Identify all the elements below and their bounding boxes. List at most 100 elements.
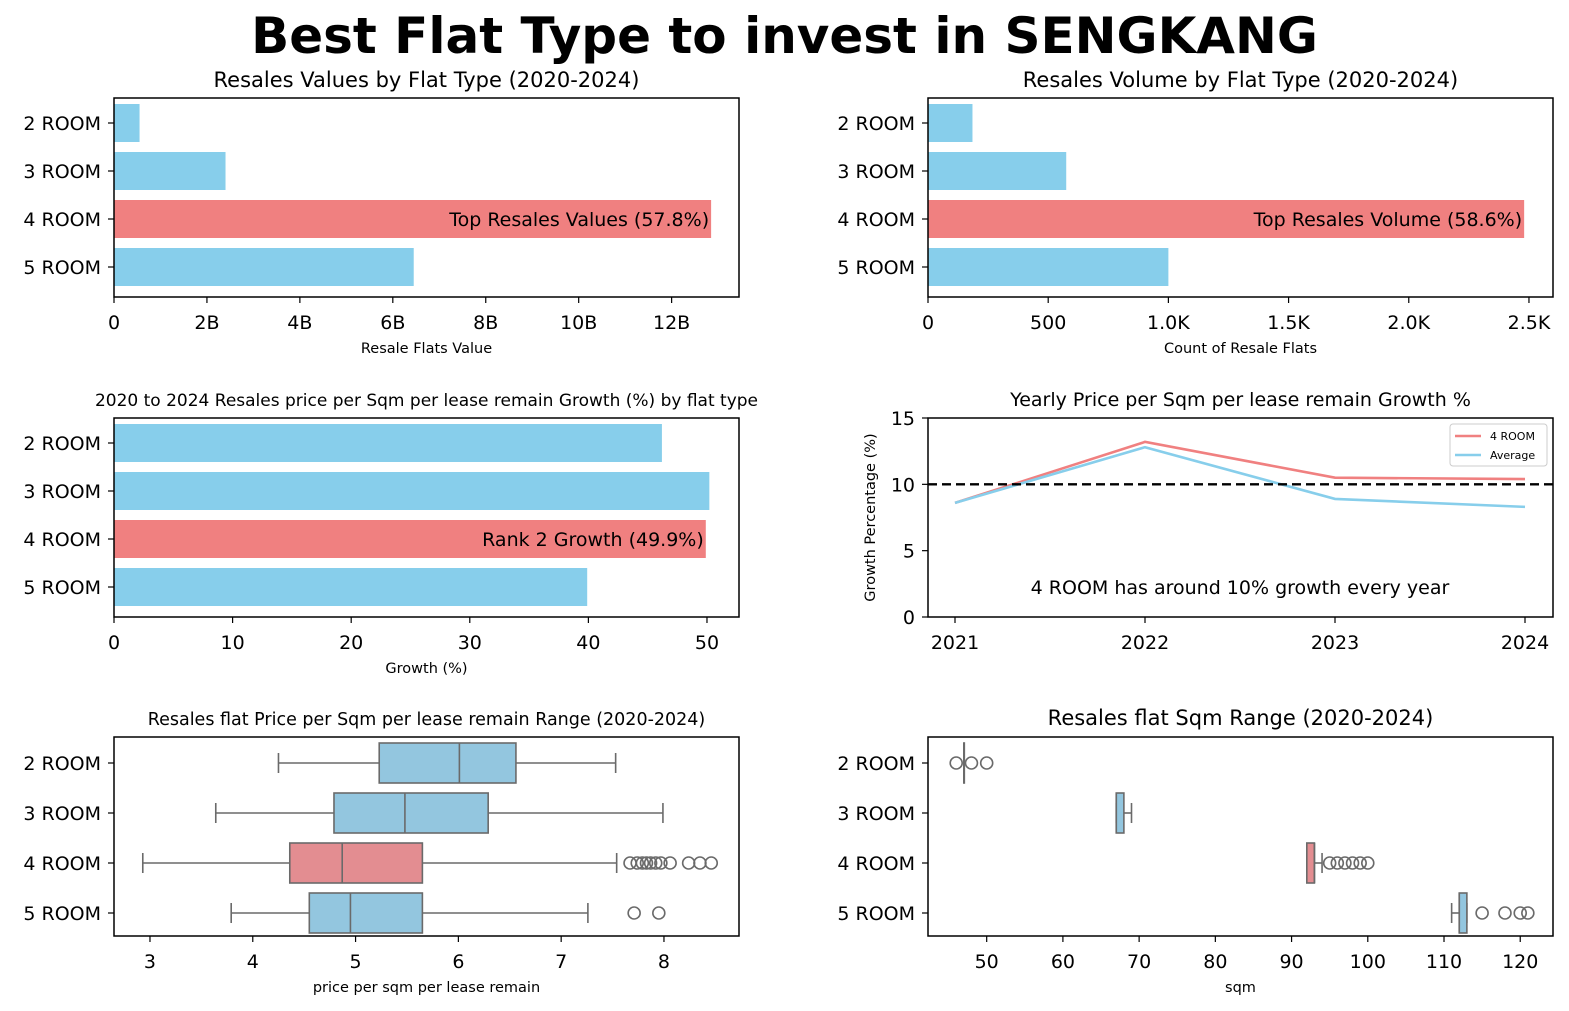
outlier-point [623,856,637,870]
chart-title: Resales Values by Flat Type (2020-2024) [214,68,640,92]
outlier-point [1521,906,1535,920]
x-tick-label: 1.5K [1267,312,1310,334]
bar-annotation: Rank 2 Growth (49.9%) [482,529,704,551]
outlier-point [1322,856,1337,870]
x-tick-label: 20 [339,632,363,654]
outlier-point [654,856,668,870]
x-tick-label: 0 [108,632,120,654]
bar-4-room [928,200,1525,238]
x-tick-label: 50 [975,951,999,973]
x-tick-label: 0 [108,312,120,334]
outlier-point [643,856,658,870]
box-5-room [1450,892,1535,934]
outlier-point [681,856,696,870]
y-tick-label: 4 ROOM [23,529,101,551]
line-annotation: 4 ROOM has around 10% growth every year [1031,577,1450,599]
y-tick-label: 15 [891,408,915,430]
y-tick-label: 4 ROOM [837,209,915,231]
outlier-point [663,856,677,870]
box-4-room [141,842,719,884]
bar-4-room [114,200,712,238]
bar-3-room [114,152,226,190]
chart-panel-4: Yearly Price per Sqm per lease remain Gr… [863,389,1554,654]
outlier-point [1498,906,1512,920]
x-tick-label: 1.0K [1147,312,1190,334]
y-tick-label: 2 ROOM [837,753,915,775]
x-tick-label: 2022 [1121,632,1169,654]
x-tick-label: 2B [194,312,219,334]
outlier-point [1330,856,1345,870]
main-title: Best Flat Type to invest in SENGKANG [251,7,1318,65]
y-tick-label: 5 ROOM [837,903,915,925]
box-3-room [1115,792,1133,834]
series-line-4-room [954,440,1526,505]
y-tick-label: 3 ROOM [23,803,101,825]
x-tick-label: 50 [695,632,719,654]
x-axis-label: Growth (%) [385,661,467,677]
y-tick-label: 3 ROOM [23,161,101,183]
x-tick-label: 8 [658,951,670,973]
box-5-room [230,892,666,934]
y-axis-label: Growth Percentage (%) [863,433,879,601]
legend-label: 4 ROOM [1490,430,1535,443]
y-tick-label: 3 ROOM [23,481,101,503]
bar-3-room [928,152,1067,190]
outlier-point [648,856,663,870]
y-tick-label: 3 ROOM [837,803,915,825]
x-tick-label: 100 [1350,951,1386,973]
y-tick-label: 5 ROOM [23,903,101,925]
outlier-point [627,906,641,920]
x-axis-label: price per sqm per lease remain [313,980,540,996]
x-tick-label: 7 [555,951,567,973]
x-axis-label: sqm [1225,980,1256,996]
plot-frame [113,417,740,618]
bar-annotation: Top Resales Values (57.8%) [448,209,709,231]
bar-5-room [928,248,1169,286]
chart-panel-1: Resales Values by Flat Type (2020-2024) T… [23,68,740,357]
x-tick-label: 2024 [1501,632,1549,654]
chart-panel-2: Resales Volume by Flat Type (2020-2024) T… [837,68,1554,357]
bar-5-room [114,248,414,286]
outlier-point [1353,856,1367,870]
legend: 4 ROOM Average [1449,423,1548,467]
plot-frame [927,417,1554,618]
outlier-point [964,756,979,770]
outlier-point [693,856,707,870]
bar-3-room [114,472,710,510]
iqr-box [1306,842,1316,884]
y-tick-label: 2 ROOM [23,433,101,455]
x-tick-label: 4B [287,312,312,334]
iqr-box [378,742,517,784]
box-2-room [949,742,994,784]
x-tick-label: 60 [1051,951,1075,973]
bar-4-room [114,520,706,558]
bar-2-room [114,104,140,142]
box-4-room [1306,842,1375,884]
x-tick-label: 2.5K [1508,312,1551,334]
box-2-room [277,742,617,784]
x-tick-label: 110 [1426,951,1462,973]
y-tick-label: 4 ROOM [837,853,915,875]
x-tick-label: 40 [576,632,600,654]
outlier-point [979,756,994,770]
outlier-point [704,856,719,870]
y-tick-label: 5 [903,541,915,563]
outlier-point [949,756,964,770]
y-tick-label: 2 ROOM [23,113,101,135]
y-tick-label: 4 ROOM [23,853,101,875]
iqr-box [1458,892,1468,934]
y-tick-label: 4 ROOM [23,209,101,231]
y-tick-label: 2 ROOM [837,113,915,135]
outlier-point [652,906,666,920]
iqr-box [333,792,489,834]
plot-frame [113,97,740,298]
x-tick-label: 8B [473,312,498,334]
chart-panel-6: Resales flat Sqm Range (2020-2024) 2 ROOM… [837,706,1554,996]
iqr-box [288,842,424,884]
x-tick-label: 6B [380,312,405,334]
chart-title: 2020 to 2024 Resales price per Sqm per l… [95,391,758,411]
bar-2-room [928,104,973,142]
x-tick-label: 4 [247,951,259,973]
x-tick-label: 2.0K [1387,312,1430,334]
